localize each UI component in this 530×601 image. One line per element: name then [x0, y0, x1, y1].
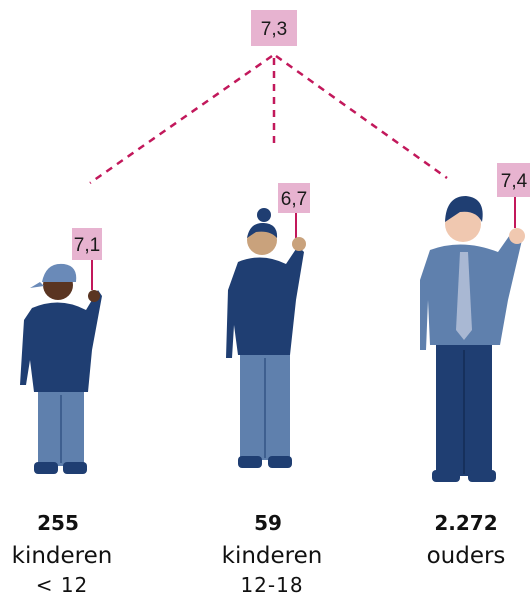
jacket — [226, 246, 304, 358]
child-figure — [20, 228, 102, 474]
connector — [276, 56, 447, 178]
label: ouders — [427, 543, 506, 569]
label: kinderen — [222, 543, 323, 569]
label: kinderen — [12, 543, 113, 569]
count: 59 — [254, 511, 282, 535]
leg-gap — [60, 395, 62, 463]
adult-figure — [420, 163, 530, 482]
hand — [88, 290, 100, 302]
body — [20, 290, 102, 392]
count: 2.272 — [434, 511, 497, 535]
hand — [292, 237, 306, 251]
shoe — [468, 470, 496, 482]
shoe — [238, 456, 262, 468]
leg-gap — [463, 350, 465, 474]
score: 7,1 — [74, 235, 100, 256]
shoe — [432, 470, 460, 482]
teen-figure — [226, 183, 310, 468]
shoe — [34, 462, 58, 474]
score: 6,7 — [281, 189, 307, 210]
shoe — [268, 456, 292, 468]
overall-score: 7,3 — [261, 19, 287, 40]
page: 7,3 7,1 6,7 — [0, 0, 530, 601]
infographic: 7,3 7,1 6,7 — [0, 0, 530, 601]
sublabel: 12-18 — [240, 573, 303, 597]
count: 255 — [37, 511, 79, 535]
connector — [90, 56, 272, 183]
shirt — [420, 232, 522, 350]
hand — [509, 228, 525, 244]
bun — [257, 208, 271, 222]
sublabel: < 12 — [36, 573, 89, 597]
shoe — [63, 462, 87, 474]
connectors — [90, 56, 447, 183]
leg-gap — [264, 358, 266, 458]
score: 7,4 — [501, 171, 528, 192]
